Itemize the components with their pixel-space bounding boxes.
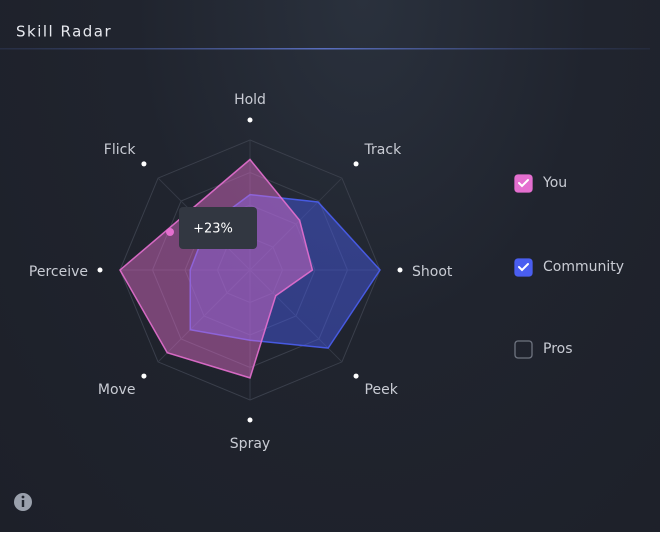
legend-label[interactable]: You bbox=[542, 175, 567, 191]
checkbox[interactable] bbox=[514, 340, 533, 359]
spoke bbox=[157, 269, 251, 363]
tooltip: +23% bbox=[166, 207, 257, 249]
axis-label: Shoot bbox=[412, 264, 453, 280]
tooltip-text: +23% bbox=[193, 222, 233, 237]
axis-label: Flick bbox=[104, 142, 137, 158]
legend-label[interactable]: Pros bbox=[543, 341, 573, 357]
axis-dot bbox=[247, 417, 253, 423]
axis-label: Track bbox=[364, 142, 403, 158]
series-area bbox=[119, 158, 314, 379]
axis-dot bbox=[353, 161, 359, 167]
checkmark bbox=[518, 263, 529, 272]
title-underline bbox=[0, 48, 650, 50]
axis-dot bbox=[141, 373, 147, 379]
checkmark bbox=[518, 179, 529, 188]
tooltip-dot bbox=[166, 228, 174, 236]
legend-label[interactable]: Community bbox=[543, 259, 624, 275]
spoke bbox=[249, 269, 343, 363]
axis-label: Perceive bbox=[29, 264, 88, 280]
spoke bbox=[249, 177, 343, 271]
axis-dot bbox=[97, 267, 103, 273]
legend-item[interactable]: You bbox=[514, 174, 567, 193]
axis-dot bbox=[247, 117, 253, 123]
axis-label: Move bbox=[98, 382, 136, 398]
axis-label: Peek bbox=[365, 382, 399, 398]
legend-item[interactable]: Pros bbox=[514, 340, 573, 359]
title: Skill Radar bbox=[16, 23, 112, 41]
axis-dot bbox=[397, 267, 403, 273]
info-icon[interactable] bbox=[14, 493, 32, 511]
axis-label: Spray bbox=[230, 436, 270, 452]
tooltip-box bbox=[179, 207, 257, 249]
axis-label: Hold bbox=[234, 92, 266, 108]
axis-dot bbox=[353, 373, 359, 379]
legend-item[interactable]: Community bbox=[514, 258, 624, 277]
axis-dot bbox=[141, 161, 147, 167]
